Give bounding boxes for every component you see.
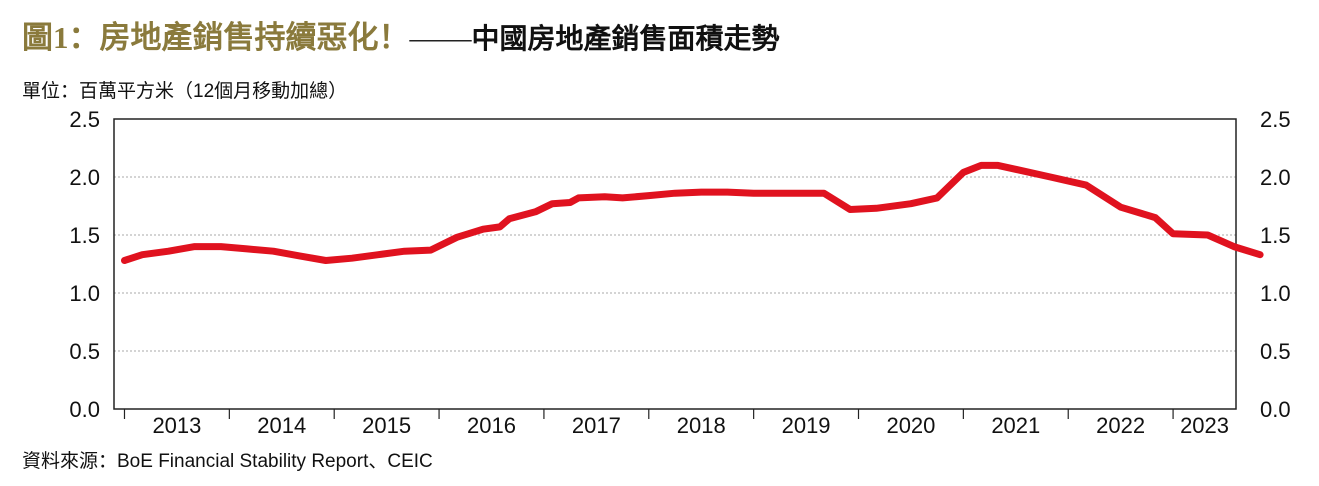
plot-frame (113, 118, 1237, 410)
chart-title: 圖1：房地產銷售持續惡化！——中國房地產銷售面積走勢 (22, 12, 780, 57)
x-tick-label: 2023 (1180, 413, 1229, 438)
x-tick-label: 2017 (572, 413, 621, 438)
y-tick-label-left: 0.0 (69, 397, 100, 422)
y-tick-label-right: 1.0 (1260, 281, 1291, 306)
title-dash: —— (409, 20, 472, 55)
y-axis-right: 0.0 0.5 1.0 1.5 2.0 2.5 (1260, 107, 1291, 422)
y-tick-label-right: 1.5 (1260, 223, 1291, 248)
x-tick-label: 2015 (362, 413, 411, 438)
y-tick-label-left: 1.0 (69, 281, 100, 306)
y-tick-label-left: 1.5 (69, 223, 100, 248)
title-sub: 中國房地產銷售面積走勢 (471, 23, 780, 54)
x-axis: 2013 2014 2015 2016 2017 2018 2019 2020 2021 2022… (123, 409, 1229, 438)
x-tick-label: 2021 (991, 413, 1040, 438)
x-tick-label: 2020 (886, 413, 935, 438)
x-tick-label: 2022 (1096, 413, 1145, 438)
x-tick-label: 2014 (257, 413, 306, 438)
x-tick-label: 2019 (782, 413, 831, 438)
y-axis-left: 0.0 0.5 1.0 1.5 2.0 2.5 (69, 107, 100, 422)
y-tick-label-right: 2.0 (1260, 165, 1291, 190)
title-main: 圖1：房地產銷售持續惡化！ (22, 20, 410, 55)
y-tick-label-right: 0.5 (1260, 339, 1291, 364)
unit-label: 單位：百萬平方米（12個月移動加總） (22, 81, 348, 102)
y-tick-label-left: 2.0 (69, 165, 100, 190)
x-tick-label: 2018 (677, 413, 726, 438)
gridlines (114, 176, 1236, 352)
y-tick-label-left: 2.5 (69, 107, 100, 132)
source-note: 資料來源：BoE Financial Stability Report、CEIC (22, 451, 433, 472)
series-line (121, 161, 1264, 264)
y-tick-label-right: 2.5 (1260, 107, 1291, 132)
x-tick-label: 2013 (152, 413, 201, 438)
x-tick-label: 2016 (467, 413, 516, 438)
y-tick-label-left: 0.5 (69, 339, 100, 364)
y-tick-label-right: 0.0 (1260, 397, 1291, 422)
